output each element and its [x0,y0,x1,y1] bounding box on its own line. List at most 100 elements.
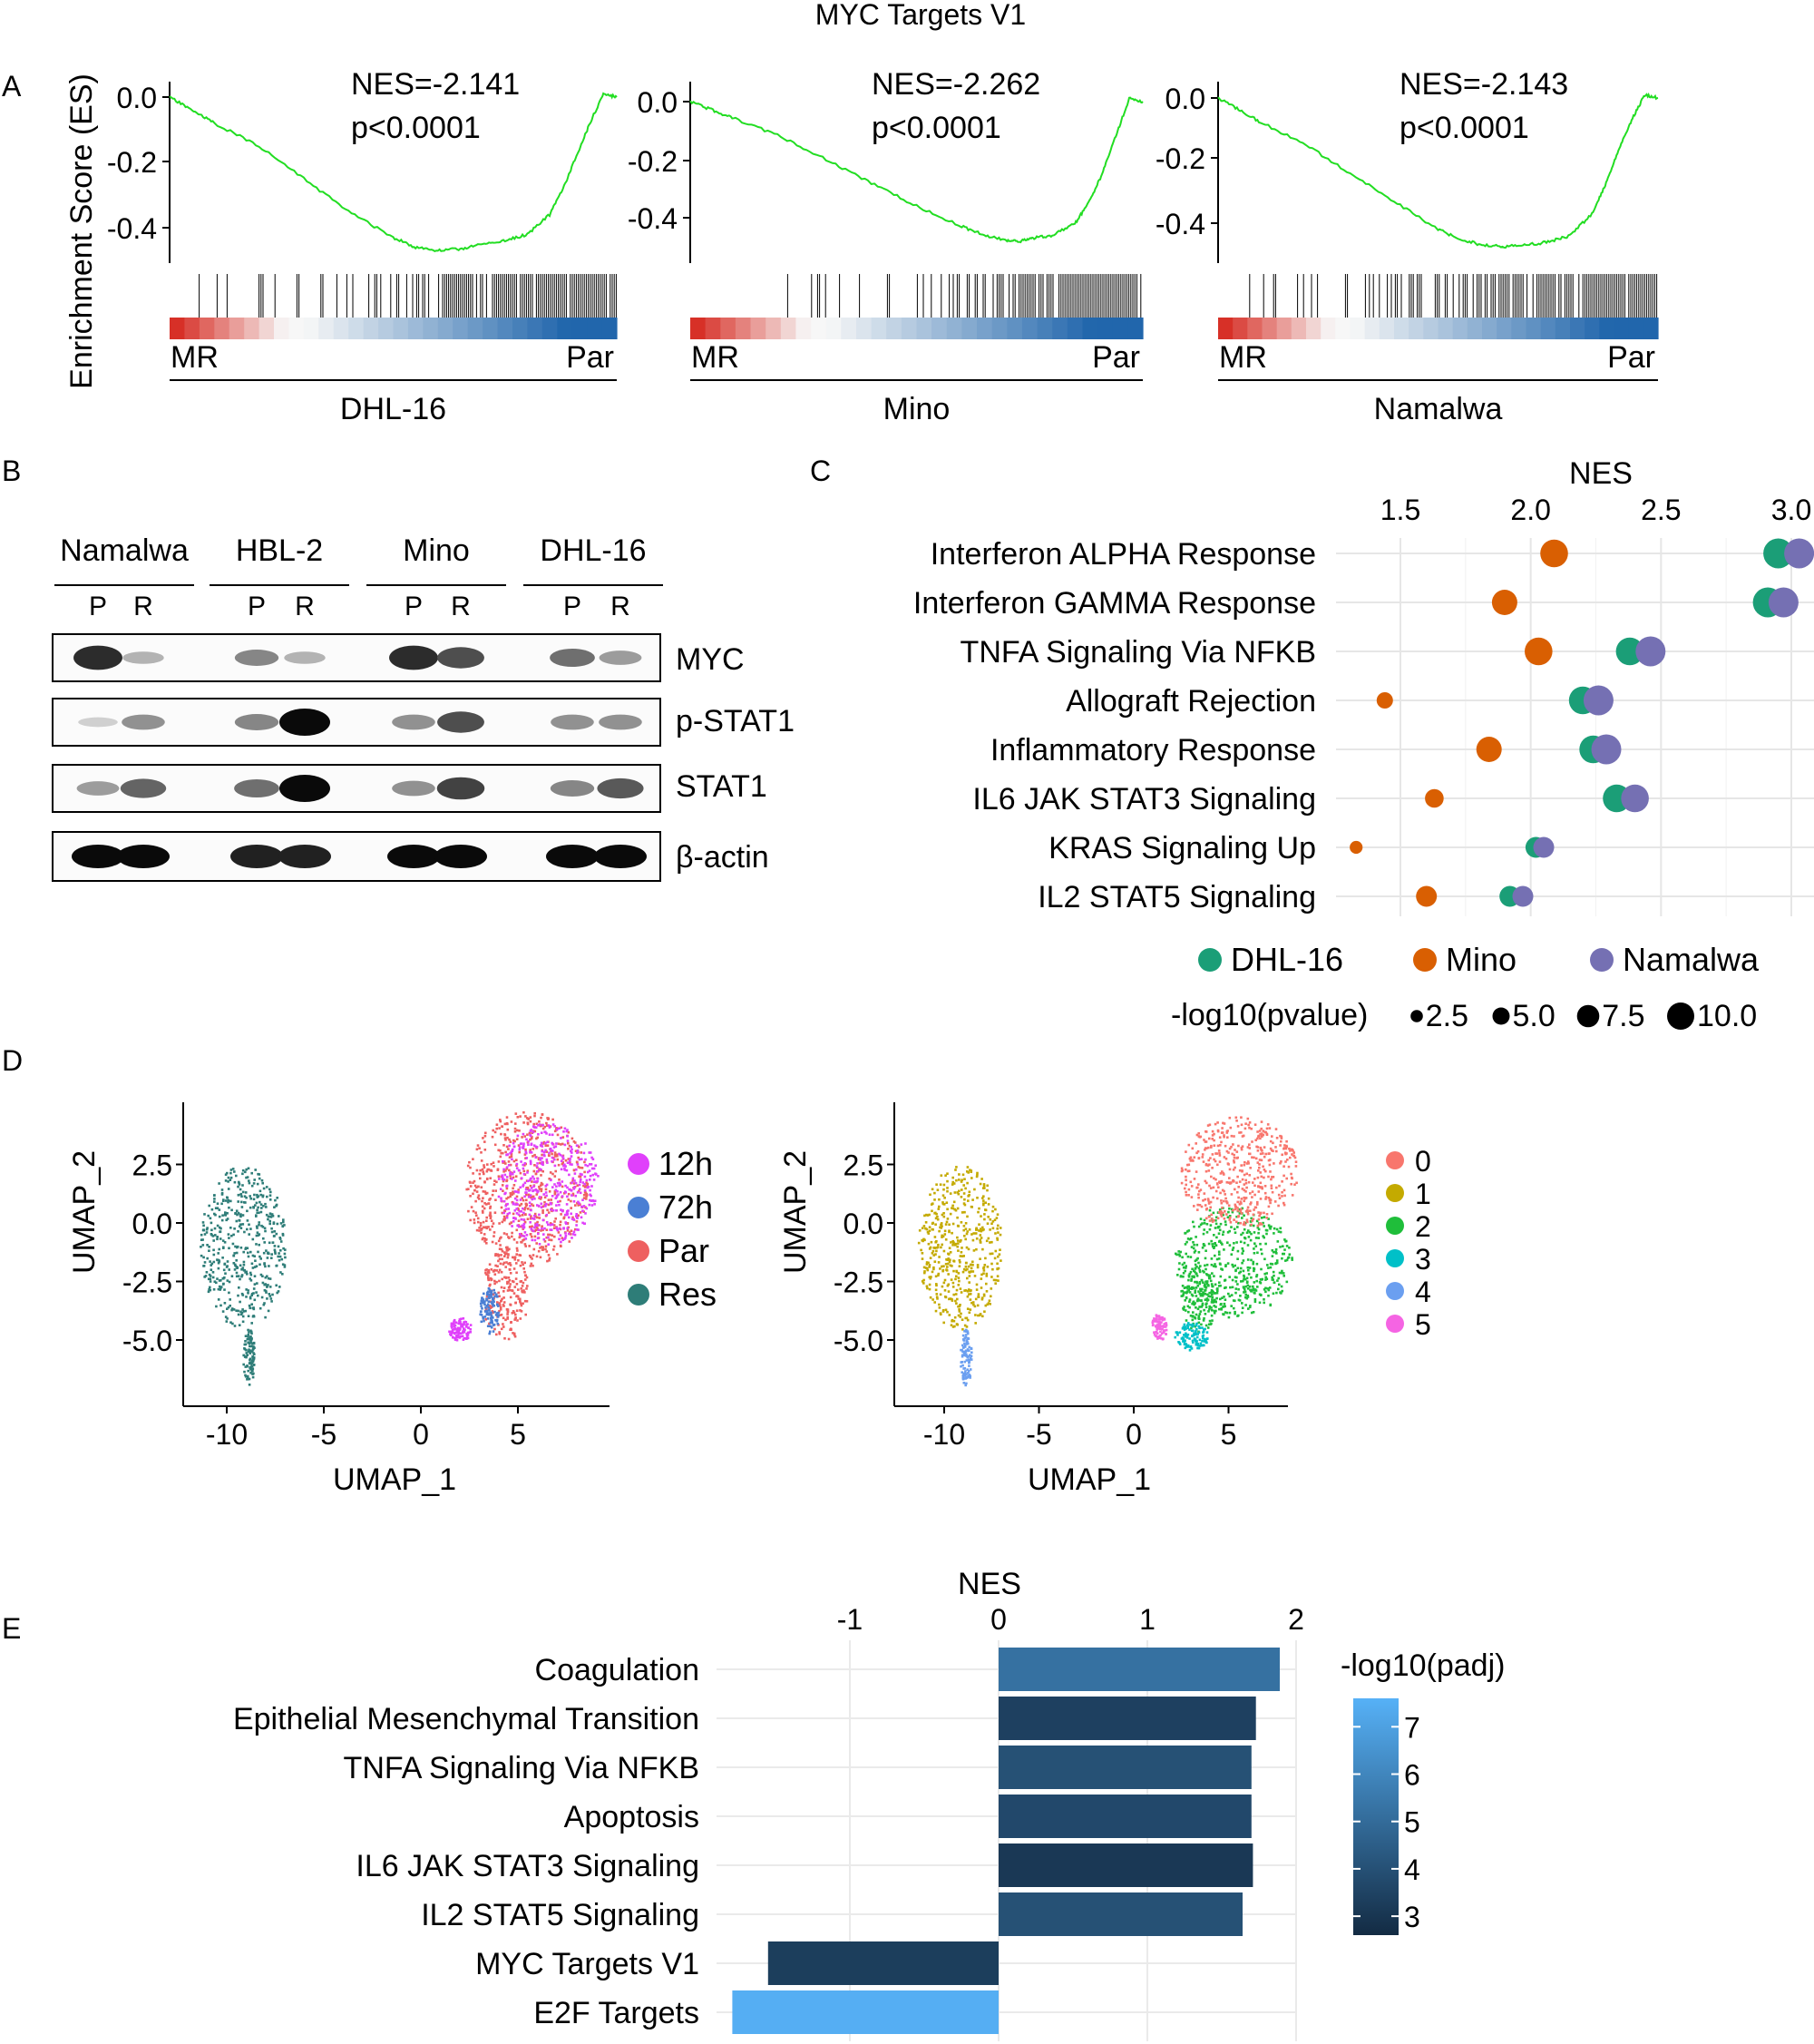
rank-bar-segment [601,318,618,339]
umap-point [1215,1236,1218,1239]
umap-point [1204,1149,1206,1151]
umap-point [278,1237,282,1240]
umap-point [537,1133,540,1136]
umap-point [512,1201,515,1205]
umap-point [934,1309,938,1313]
umap-point [922,1278,925,1282]
umap-point [260,1178,264,1182]
rank-bar-segment [1628,318,1644,339]
umap-point [939,1293,942,1296]
umap-point [556,1154,559,1158]
umap-point [964,1344,967,1347]
umap-point [966,1355,969,1359]
umap-point [489,1205,493,1208]
umap-point [537,1158,541,1161]
umap-point [536,1204,539,1207]
umap-point [250,1322,253,1325]
umap-point [1191,1339,1195,1343]
umap-point [263,1302,266,1305]
umap-point [482,1137,484,1139]
umap-point [1151,1324,1155,1327]
umap-point [544,1141,547,1145]
size-legend-label: 2.5 [1426,999,1468,1033]
umap-point [948,1229,951,1232]
umap-point [493,1327,496,1331]
umap-point [520,1160,522,1163]
umap-point [1156,1337,1159,1340]
umap-point [946,1172,949,1175]
umap-point [253,1255,256,1257]
umap-point [503,1173,507,1177]
umap-point [507,1164,511,1167]
umap-point [1249,1209,1252,1212]
umap-point [480,1159,483,1162]
umap-point [490,1296,493,1298]
rank-bar-segment [901,318,918,339]
umap-point [931,1249,935,1253]
umap-point [532,1122,535,1126]
umap-point [949,1192,952,1195]
umap-point [930,1203,933,1206]
umap-point [1224,1305,1226,1308]
umap-point [1234,1206,1238,1208]
umap-point [555,1142,558,1145]
umap-point [506,1246,509,1249]
umap-point [479,1310,483,1314]
umap-point [1165,1324,1168,1327]
dot-mino [1540,539,1568,568]
umap-point [553,1191,557,1194]
umap-point [220,1191,224,1195]
umap-point [1238,1180,1242,1183]
umap-cluster-5 [1151,1314,1168,1341]
umap-x-tick-label: -10 [206,1418,248,1451]
umap-point [1226,1262,1230,1265]
umap-point [966,1336,970,1340]
umap-point [1207,1323,1211,1326]
umap-point [522,1218,525,1221]
umap-point [1278,1271,1282,1275]
umap-point [1257,1218,1261,1221]
umap-point [990,1240,993,1244]
umap-point [1181,1256,1184,1259]
umap-point [538,1120,541,1123]
umap-point [281,1263,285,1266]
umap-point [240,1311,244,1315]
umap-point [941,1202,945,1206]
umap-point [967,1195,970,1198]
colorbar-tick-label: 3 [1404,1901,1420,1933]
umap-point [502,1159,504,1163]
umap-point [1231,1248,1234,1251]
umap-point [222,1282,225,1286]
umap-point [1211,1293,1214,1296]
umap-point [1285,1139,1288,1143]
umap-point [559,1199,561,1203]
umap-point [239,1264,242,1267]
umap-point [1202,1199,1204,1202]
umap-point [1255,1262,1259,1266]
rank-bar-segment [720,318,736,339]
rank-bar-segment [977,318,993,339]
umap-point [1254,1237,1258,1239]
umap-point [963,1198,966,1201]
umap-point [584,1191,587,1194]
umap-point [510,1328,512,1331]
umap-point [973,1188,976,1191]
umap-point [576,1191,580,1194]
umap-point [1266,1264,1269,1266]
umap-point [930,1276,932,1278]
umap-point [524,1206,527,1209]
p-value-text: p<0.0001 [351,111,481,145]
umap-point [483,1226,485,1228]
umap-point [999,1227,1002,1229]
umap-point [466,1334,470,1336]
umap-point [551,1209,553,1213]
umap-point [958,1189,961,1193]
umap-point [522,1183,525,1187]
umap-point [964,1370,967,1373]
umap-point [1250,1223,1253,1227]
umap-point [1160,1325,1163,1328]
umap-point [508,1144,511,1148]
umap-point [544,1188,548,1191]
umap-point [1250,1290,1253,1293]
